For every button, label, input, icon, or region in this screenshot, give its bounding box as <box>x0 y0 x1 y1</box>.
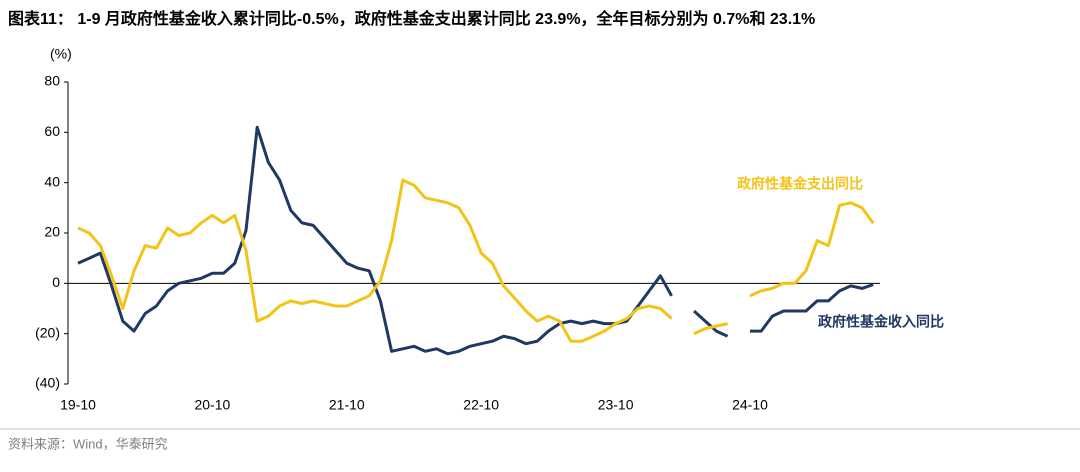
y-tick-label: (40) <box>35 375 60 391</box>
y-tick-label: 0 <box>52 274 60 290</box>
series-label: 政府性基金支出同比 <box>737 176 863 192</box>
y-unit: (%) <box>50 46 72 62</box>
y-tick-label: (20) <box>35 324 60 340</box>
x-tick-label: 23-10 <box>598 397 634 413</box>
x-tick-label: 24-10 <box>732 397 768 413</box>
series-label: 政府性基金收入同比 <box>818 314 944 330</box>
series-line <box>77 178 875 343</box>
y-tick-label: 40 <box>44 173 60 189</box>
chart-title: 图表11： 1-9 月政府性基金收入累计同比-0.5%，政府性基金支出累计同比 … <box>8 9 815 28</box>
y-tick-label: 20 <box>44 224 60 240</box>
x-tick-label: 20-10 <box>194 397 230 413</box>
y-tick-label: 80 <box>44 73 60 89</box>
x-tick-label: 21-10 <box>329 397 365 413</box>
x-tick-label: 19-10 <box>60 397 96 413</box>
y-tick-label: 60 <box>44 123 60 139</box>
x-tick-label: 22-10 <box>463 397 499 413</box>
source: 资料来源：Wind，华泰研究 <box>8 436 168 451</box>
